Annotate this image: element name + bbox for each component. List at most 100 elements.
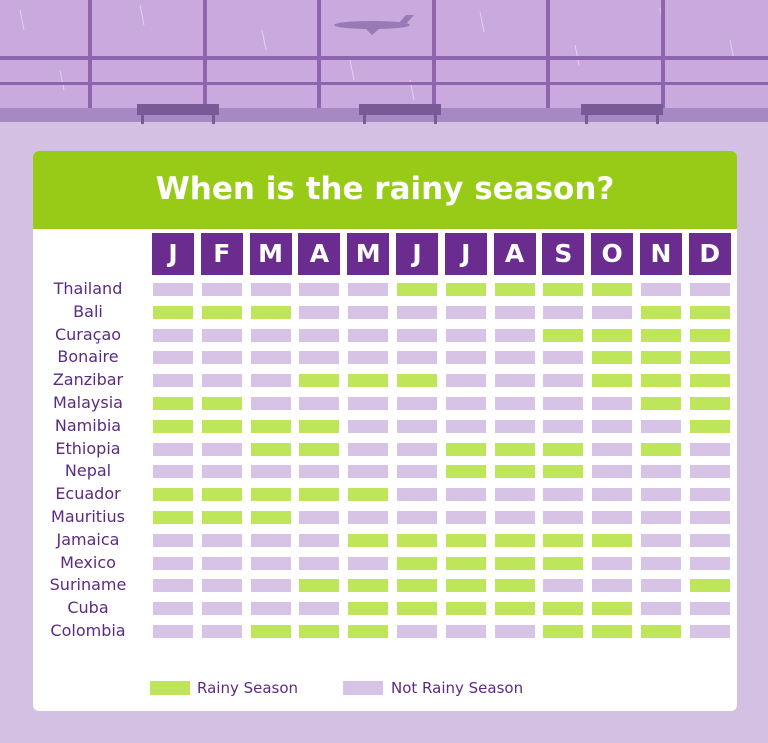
rainy-cell <box>689 351 730 365</box>
rainy-cell <box>543 442 584 456</box>
not-rainy-cell <box>250 579 291 593</box>
not-rainy-cell <box>641 488 681 502</box>
rainy-cell <box>397 602 437 616</box>
rainy-cell <box>445 602 486 616</box>
not-rainy-cell <box>348 397 389 410</box>
not-rainy-cell <box>153 533 193 547</box>
rainy-cell <box>445 442 486 456</box>
rainy-cell <box>348 602 389 616</box>
rainy-cell <box>445 465 486 479</box>
country-label: Jamaica <box>56 529 120 549</box>
not-rainy-cell <box>299 511 340 524</box>
rainy-cell <box>299 374 340 388</box>
rainy-cell <box>201 488 242 502</box>
rainy-cell <box>494 283 535 296</box>
rainy-cell <box>153 305 193 319</box>
not-rainy-cell <box>592 511 633 524</box>
not-rainy-cell <box>494 397 535 410</box>
not-rainy-cell <box>201 328 242 342</box>
not-rainy-cell <box>201 351 242 365</box>
not-rainy-cell <box>201 533 242 547</box>
not-rainy-cell <box>641 556 681 570</box>
not-rainy-cell <box>543 397 584 410</box>
rainy-cell <box>348 579 389 593</box>
rainy-cell <box>397 283 437 296</box>
not-rainy-cell <box>641 283 681 296</box>
not-rainy-cell <box>445 511 486 524</box>
country-label: Bali <box>73 301 103 321</box>
month-header: J <box>444 233 487 275</box>
rainy-cell <box>641 374 681 388</box>
rainy-cell <box>348 374 389 388</box>
rainy-cell <box>153 488 193 502</box>
not-rainy-cell <box>397 442 437 456</box>
rainy-cell <box>494 556 535 570</box>
not-rainy-cell <box>592 442 633 456</box>
rainy-cell <box>445 533 486 547</box>
rainy-cell <box>494 602 535 616</box>
rainy-cell <box>641 305 681 319</box>
not-rainy-cell <box>201 465 242 479</box>
rainy-cell <box>445 579 486 593</box>
not-rainy-cell <box>250 351 291 365</box>
not-rainy-cell <box>153 625 193 638</box>
not-rainy-cell <box>689 602 730 616</box>
not-rainy-cell <box>153 374 193 388</box>
rainy-cell <box>250 511 291 524</box>
rainy-cell <box>494 533 535 547</box>
not-rainy-cell <box>299 351 340 365</box>
rainy-cell <box>201 397 242 410</box>
month-header: A <box>493 233 536 275</box>
not-rainy-cell <box>299 556 340 570</box>
country-label: Ecuador <box>55 484 121 504</box>
not-rainy-cell <box>348 283 389 296</box>
country-label: Bonaire <box>57 347 119 367</box>
rainy-cell <box>689 374 730 388</box>
not-rainy-cell <box>201 625 242 638</box>
not-rainy-cell <box>153 602 193 616</box>
window-frame <box>0 0 768 110</box>
rainy-cell <box>592 374 633 388</box>
not-rainy-cell <box>641 579 681 593</box>
not-rainy-cell <box>397 488 437 502</box>
not-rainy-cell <box>592 556 633 570</box>
not-rainy-cell <box>592 488 633 502</box>
not-rainy-cell <box>299 283 340 296</box>
rainy-cell <box>348 488 389 502</box>
rainy-cell <box>592 625 633 638</box>
not-rainy-cell <box>397 397 437 410</box>
not-rainy-cell <box>445 397 486 410</box>
month-header: N <box>640 233 682 275</box>
bench-middle <box>359 104 441 124</box>
rainy-cell <box>445 283 486 296</box>
rainy-cell <box>592 328 633 342</box>
window-glass <box>0 0 768 110</box>
not-rainy-cell <box>543 419 584 433</box>
rainy-cell <box>201 511 242 524</box>
legend-not-rainy-label: Not Rainy Season <box>391 679 524 697</box>
bench-right <box>581 104 663 124</box>
chart-title: When is the rainy season? <box>155 171 615 207</box>
legend-not-rainy-swatch <box>343 681 383 695</box>
not-rainy-cell <box>250 283 291 296</box>
rainy-cell <box>153 419 193 433</box>
country-label: Malaysia <box>53 393 123 412</box>
rainy-cell <box>592 533 633 547</box>
not-rainy-cell <box>445 488 486 502</box>
not-rainy-cell <box>250 465 291 479</box>
not-rainy-cell <box>299 533 340 547</box>
rainy-cell <box>299 419 340 433</box>
not-rainy-cell <box>543 511 584 524</box>
not-rainy-cell <box>153 283 193 296</box>
country-label: Nepal <box>64 461 112 481</box>
country-label: Zanzibar <box>52 370 124 390</box>
not-rainy-cell <box>445 374 486 388</box>
rainy-cell <box>641 397 681 410</box>
rainy-cell <box>299 488 340 502</box>
not-rainy-cell <box>348 305 389 319</box>
not-rainy-cell <box>689 533 730 547</box>
not-rainy-cell <box>153 442 193 456</box>
rainy-cell <box>641 351 681 365</box>
not-rainy-cell <box>543 351 584 365</box>
